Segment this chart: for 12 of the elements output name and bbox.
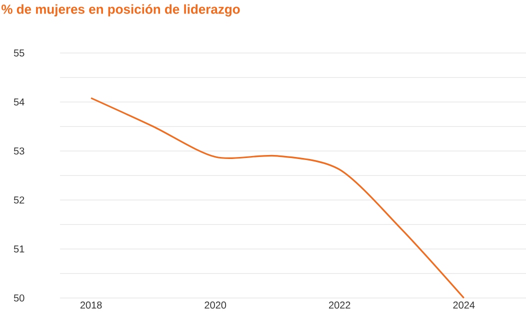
x-tick-label: 2022 (328, 302, 350, 309)
x-tick-label: 2024 (453, 302, 475, 309)
y-tick-label: 51 (14, 246, 24, 252)
x-tick-label: 2020 (204, 302, 226, 309)
line-series (90, 97, 465, 299)
y-tick-label: 55 (14, 50, 24, 56)
y-tick-label: 54 (14, 98, 24, 106)
y-tick-label: 53 (14, 147, 24, 155)
chart-title: % de mujeres en posición de liderazgo (2, 4, 240, 16)
y-tick-label: 52 (14, 196, 24, 204)
x-tick-label: 2018 (80, 302, 102, 309)
y-tick-label: 50 (14, 294, 24, 302)
